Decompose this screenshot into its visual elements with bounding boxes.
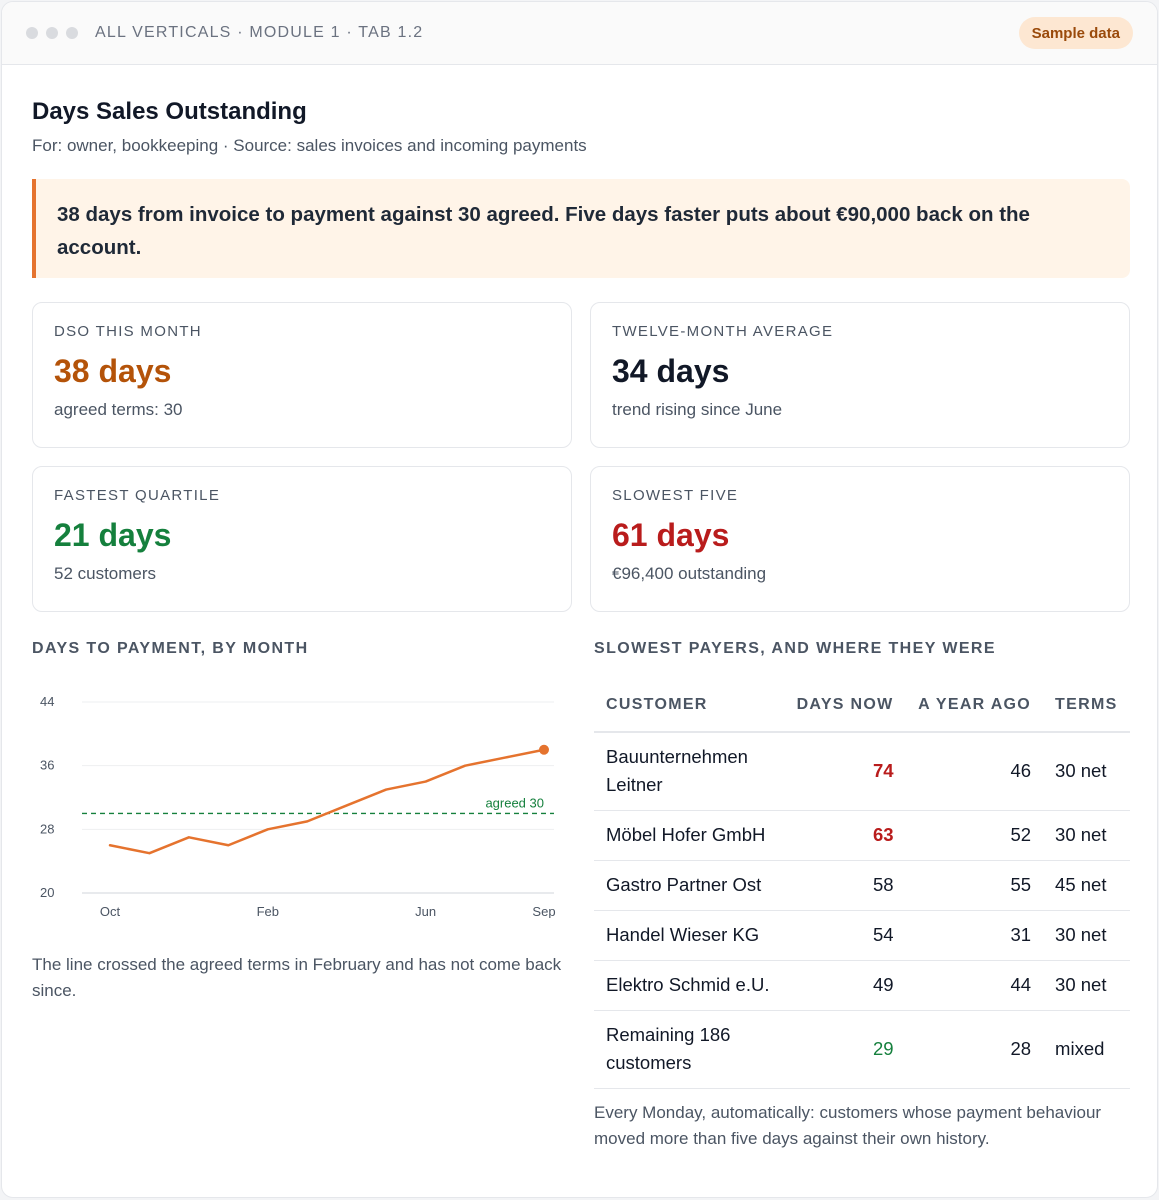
minimize-window-icon[interactable] (46, 27, 58, 39)
column-header-year-ago[interactable]: A YEAR AGO (905, 678, 1044, 733)
kpi-label: TWELVE-MONTH AVERAGE (612, 323, 834, 340)
year-ago-cell: 28 (905, 1010, 1044, 1089)
customer-cell: Bauunternehmen Leitner (594, 732, 784, 811)
x-tick-label: Feb (257, 904, 279, 918)
kpi-value: 61 days (612, 517, 730, 553)
series-line (108, 748, 546, 855)
y-tick-label: 44 (40, 694, 54, 709)
kpi-label: SLOWEST FIVE (612, 487, 739, 504)
customer-cell: Handel Wieser KG (594, 910, 784, 961)
kpi-label: DSO THIS MONTH (54, 323, 202, 340)
terms-cell: mixed (1043, 1010, 1130, 1089)
days-now-cell: 54 (784, 910, 906, 961)
x-tick-label: Sep (532, 904, 555, 918)
sample-data-badge: Sample data (1018, 17, 1133, 49)
table-row[interactable]: Gastro Partner Ost 58 55 45 net (594, 860, 1130, 911)
page-title: Days Sales Outstanding (32, 98, 307, 125)
table-note: Every Monday, automatically: customers w… (594, 1103, 1102, 1148)
column-header-days-now[interactable]: DAYS NOW (784, 678, 906, 733)
days-now-cell: 49 (784, 960, 906, 1011)
terms-cell: 30 net (1043, 732, 1130, 811)
kpi-subtext: 52 customers (54, 564, 157, 583)
customer-cell: Remaining 186 customers (594, 1010, 784, 1089)
kpi-subtext: agreed terms: 30 (54, 400, 183, 419)
y-tick-label: 36 (40, 758, 54, 773)
kpi-card-fastest-quartile: FASTEST QUARTILE 21 days 52 customers (32, 466, 572, 612)
year-ago-cell: 46 (905, 732, 1044, 811)
customer-cell: Gastro Partner Ost (594, 860, 784, 911)
latest-point (539, 744, 549, 755)
x-tick-label: Jun (415, 904, 436, 918)
days-now-cell: 58 (784, 860, 906, 911)
kpi-value: 21 days (54, 517, 172, 553)
table-heading: SLOWEST PAYERS, AND WHERE THEY WERE (594, 640, 996, 657)
terms-cell: 30 net (1043, 960, 1130, 1011)
y-tick-label: 28 (40, 821, 54, 836)
table-row[interactable]: Elektro Schmid e.U. 49 44 30 net (594, 960, 1130, 1011)
kpi-value: 34 days (612, 353, 730, 389)
year-ago-cell: 44 (905, 960, 1044, 1011)
agreed-terms-label: agreed 30 (485, 795, 544, 810)
line-chart: 20 28 36 44 Oct Feb Jun Sep agreed 30 (40, 694, 556, 919)
page-subtitle: For: owner, bookkeeping · Source: sales … (32, 136, 587, 155)
customer-cell: Elektro Schmid e.U. (594, 960, 784, 1011)
breadcrumb: ALL VERTICALS · MODULE 1 · TAB 1.2 (95, 24, 424, 41)
year-ago-cell: 55 (905, 860, 1044, 911)
title-bar: ALL VERTICALS · MODULE 1 · TAB 1.2 Sampl… (2, 2, 1157, 65)
days-now-cell: 63 (784, 810, 906, 861)
kpi-label: FASTEST QUARTILE (54, 487, 221, 504)
table-body: Bauunternehmen Leitner 74 46 30 net Möbel Ho… (594, 732, 1130, 1089)
y-tick-label: 20 (40, 885, 54, 900)
year-ago-cell: 52 (905, 810, 1044, 861)
table-row[interactable]: Handel Wieser KG 54 31 30 net (594, 910, 1130, 961)
column-header-customer[interactable]: CUSTOMER (594, 678, 784, 733)
table-header-row: CUSTOMER DAYS NOW A YEAR AGO TERMS (594, 678, 1130, 733)
kpi-subtext: trend rising since June (612, 400, 783, 419)
days-to-payment-chart: 20 28 36 44 Oct Feb Jun Sep agreed 30 (32, 678, 572, 919)
table-row[interactable]: Bauunternehmen Leitner 74 46 30 net (594, 732, 1130, 811)
days-now-cell: 74 (784, 732, 906, 811)
slowest-payers-table: CUSTOMER DAYS NOW A YEAR AGO TERMS Bauun… (594, 678, 1130, 1089)
x-tick-label: Oct (100, 904, 121, 918)
kpi-value: 38 days (54, 353, 172, 389)
terms-cell: 30 net (1043, 810, 1130, 861)
kpi-subtext: €96,400 outstanding (612, 564, 767, 583)
customer-cell: Möbel Hofer GmbH (594, 810, 784, 861)
kpi-card-twelve-month-average: TWELVE-MONTH AVERAGE 34 days trend risin… (590, 302, 1130, 448)
column-header-terms[interactable]: TERMS (1043, 678, 1130, 733)
terms-cell: 30 net (1043, 910, 1130, 961)
table-row[interactable]: Möbel Hofer GmbH 63 52 30 net (594, 810, 1130, 861)
window-controls (26, 27, 78, 39)
kpi-card-dso-this-month: DSO THIS MONTH 38 days agreed terms: 30 (32, 302, 572, 448)
zoom-window-icon[interactable] (66, 27, 78, 39)
chart-heading: DAYS TO PAYMENT, BY MONTH (32, 640, 309, 657)
insight-callout: 38 days from invoice to payment against … (32, 179, 1130, 278)
chart-note: The line crossed the agreed terms in Feb… (32, 955, 562, 1000)
kpi-card-slowest-five: SLOWEST FIVE 61 days €96,400 outstanding (590, 466, 1130, 612)
table-row[interactable]: Remaining 186 customers 29 28 mixed (594, 1010, 1130, 1089)
terms-cell: 45 net (1043, 860, 1130, 911)
year-ago-cell: 31 (905, 910, 1044, 961)
close-window-icon[interactable] (26, 27, 38, 39)
days-now-cell: 29 (784, 1010, 906, 1089)
